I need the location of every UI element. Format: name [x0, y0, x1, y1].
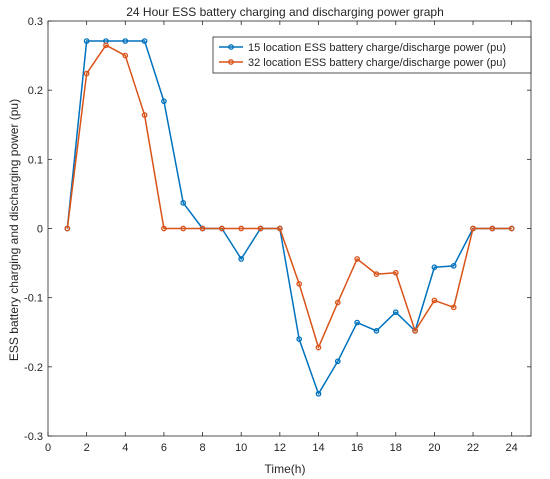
series-2-point — [64, 225, 71, 232]
series-2-point — [219, 225, 225, 232]
series-2-point — [141, 112, 148, 118]
series-2-point — [392, 269, 399, 276]
series-2-point — [257, 225, 264, 232]
series-1-point — [392, 309, 399, 316]
y-tick-label: 0.3 — [28, 16, 43, 28]
series-1-point — [180, 200, 187, 206]
series-2-point — [103, 42, 109, 49]
x-axis: 0 2 4 6 8 10 12 14 16 18 20 22 24 — [45, 21, 518, 454]
series-1-point — [431, 264, 438, 271]
chart-title: 24 Hour ESS battery charging and dischar… — [126, 5, 444, 19]
x-tick-label: 2 — [84, 442, 90, 454]
plot-frame — [47, 20, 532, 437]
series-2-point — [470, 225, 476, 232]
x-tick-label: 20 — [428, 442, 440, 454]
legend-marker-1 — [228, 44, 234, 50]
x-tick-label: 6 — [161, 442, 167, 454]
legend: 15 location ESS battery charge/discharge… — [212, 36, 532, 74]
series-1-point — [161, 98, 167, 105]
series-2-point — [122, 52, 129, 59]
x-tick-label: 22 — [467, 442, 479, 454]
x-tick-label: 14 — [312, 442, 324, 454]
series-2-point — [334, 299, 341, 306]
series-1-point — [334, 358, 341, 365]
y-tick-label: 0 — [37, 224, 43, 236]
y-tick-label: -0.2 — [24, 362, 43, 374]
series-2-point — [296, 280, 303, 287]
x-tick-label: 24 — [506, 442, 518, 454]
x-tick-label: 16 — [351, 442, 363, 454]
series-1-point — [450, 262, 457, 269]
series-layer — [64, 38, 515, 397]
x-tick-label: 12 — [274, 442, 286, 454]
x-tick-label: 18 — [390, 442, 402, 454]
x-tick-label: 0 — [45, 442, 51, 454]
series-1-point — [83, 38, 90, 44]
y-tick-label: 0.2 — [28, 85, 43, 97]
series-2-point — [354, 256, 360, 262]
series-2-point — [180, 225, 187, 232]
legend-label-1: 15 location ESS battery charge/discharge… — [248, 42, 506, 54]
legend-label-2: 32 location ESS battery charge/discharge… — [248, 57, 506, 69]
plot-area — [47, 20, 532, 437]
series-2-point — [238, 225, 245, 232]
series-2-point — [161, 225, 167, 232]
series-line-1 — [66, 40, 512, 395]
series-2-point — [489, 225, 496, 232]
series-2-point — [431, 297, 438, 304]
y-axis-label: ESS battery charging and discharging pow… — [7, 99, 21, 361]
x-tick-label: 8 — [199, 442, 205, 454]
series-2-point — [412, 328, 418, 334]
y-axis: -0.3 -0.2 -0.1 0 0.1 0.2 0.3 — [24, 16, 531, 443]
series-2-point — [199, 225, 206, 232]
series-1-point — [315, 390, 322, 397]
series-1-point — [141, 38, 148, 44]
series-2-point — [373, 271, 380, 277]
legend-box — [212, 36, 532, 74]
y-tick-label: 0.1 — [28, 154, 43, 166]
series-line-2 — [66, 44, 512, 349]
y-tick-label: -0.3 — [24, 431, 43, 443]
series-1-point — [238, 256, 245, 262]
series-1-point — [296, 336, 303, 343]
series-1-point — [354, 319, 360, 326]
series-2-point — [508, 225, 515, 232]
series-1-point — [122, 38, 129, 44]
x-tick-label: 4 — [122, 442, 128, 454]
series-2-point — [315, 344, 322, 351]
series-2-point — [450, 304, 457, 311]
series-2-point — [276, 225, 283, 232]
series-2-point — [83, 70, 90, 77]
legend-marker-2 — [228, 59, 234, 65]
series-1-point — [373, 328, 380, 334]
x-axis-label: Time(h) — [265, 462, 306, 476]
x-tick-label: 10 — [235, 442, 247, 454]
y-tick-label: -0.1 — [24, 293, 43, 305]
